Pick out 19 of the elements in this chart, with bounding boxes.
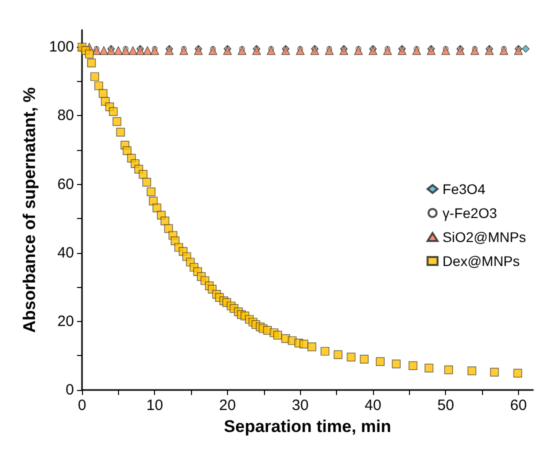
x-tick-label: 20	[219, 397, 236, 414]
y-tick-label: 20	[57, 312, 74, 330]
x-tick-label: 30	[292, 397, 309, 414]
y-tick-label: 60	[57, 176, 74, 193]
y-tick-label: 40	[57, 244, 74, 262]
legend-label: γ-Fe2O3	[442, 205, 498, 221]
x-tick-label: 50	[437, 397, 454, 414]
legend-label: Dex@MNPs	[442, 253, 520, 269]
y-axis-title: Absorbance of supernatant, %	[20, 87, 40, 333]
x-axis-title: Separation time, min	[224, 416, 392, 436]
y-tick-label: 0	[66, 382, 74, 398]
x-tick-label: 60	[510, 397, 527, 414]
x-tick-label: 10	[146, 397, 164, 414]
legend-label: SiO2@MNPs	[442, 229, 526, 245]
y-tick-label: 80	[57, 107, 74, 124]
x-tick-label: 40	[364, 397, 382, 414]
legend-label: Fe3O4	[442, 181, 486, 197]
x-tick-label: 0	[78, 397, 86, 414]
y-tick-label: 100	[48, 38, 74, 56]
